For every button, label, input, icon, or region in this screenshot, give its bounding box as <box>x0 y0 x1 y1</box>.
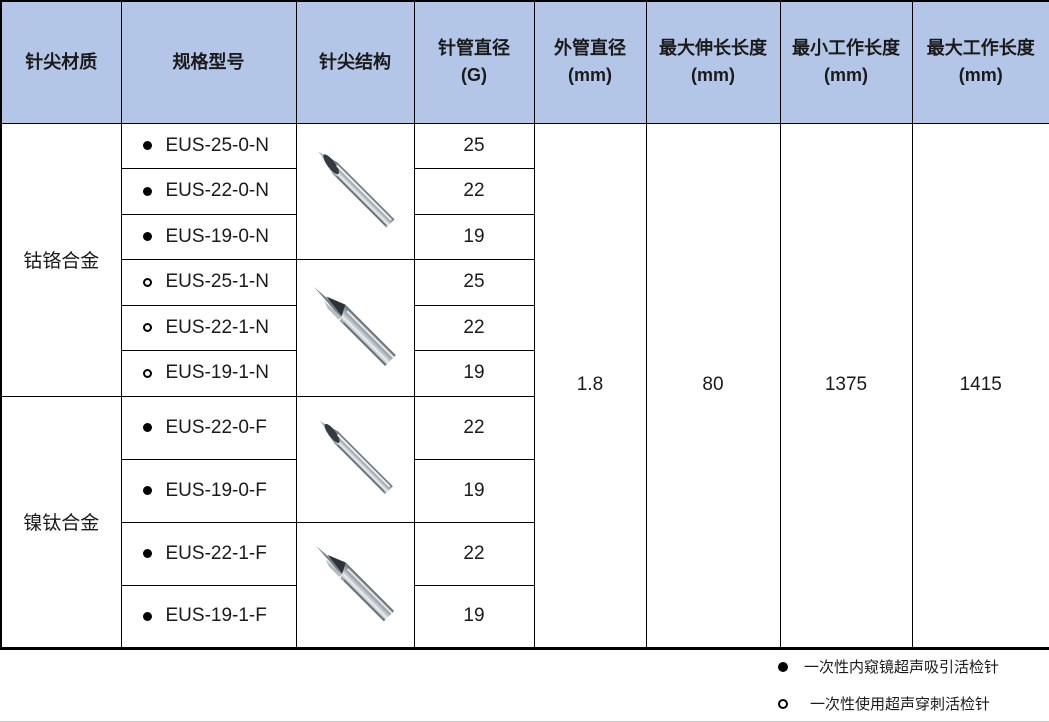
col-header-unit: (mm) <box>824 65 868 86</box>
col-header-title: 最大伸长长度 <box>659 38 767 59</box>
table-row: 钴铬合金 EUS-25-0-N <box>0 122 1049 649</box>
col-header-unit: (mm) <box>958 65 1003 86</box>
needle-structure-cell <box>295 259 415 397</box>
spec-table: 针尖材质 规格型号 针尖结构 针管直径 (G) 外管直径 (mm) 最大伸长长度 <box>0 0 1049 650</box>
col-header-title: 针尖结构 <box>319 51 391 72</box>
gauge-cell: 19 <box>413 350 535 397</box>
model-cell: EUS-19-1-N <box>120 350 297 397</box>
gauge-cell: 19 <box>413 213 535 260</box>
model-cell: EUS-22-0-F <box>120 395 297 460</box>
col-header-unit: (G) <box>461 65 487 86</box>
col-header-title: 外管直径 <box>554 38 626 59</box>
stylet-tip-needle-image <box>315 545 395 621</box>
model-label: EUS-22-0-N <box>165 180 269 202</box>
needle-structure-cell <box>295 521 415 649</box>
table-row: EUS-19-0-F 19 <box>1 458 1049 523</box>
table-body: 钴铬合金 EUS-25-0-N <box>0 122 1049 649</box>
col-header-tip-material: 针尖材质 <box>0 0 122 124</box>
needle-structure-cell <box>295 122 415 260</box>
gauge-cell: 22 <box>413 521 535 586</box>
legend-item-puncture-needle: 一次性使用超声穿刺活检针 <box>778 685 999 722</box>
filled-circle-icon <box>142 423 152 432</box>
model-label: EUS-22-1-F <box>165 542 267 564</box>
model-label: EUS-22-1-N <box>165 316 269 338</box>
table-row: 镍钛合金 EUS-22-0-F <box>0 395 1049 649</box>
gauge-cell: 19 <box>413 584 535 649</box>
model-cell: EUS-19-0-F <box>120 458 297 523</box>
col-header-title: 针管直径 <box>438 38 510 59</box>
filled-circle-icon <box>142 549 152 558</box>
model-label: EUS-19-1-F <box>165 605 267 626</box>
model-cell: EUS-25-0-N <box>120 122 297 169</box>
hollow-circle-icon <box>142 323 152 333</box>
model-cell: EUS-22-0-N <box>120 168 297 215</box>
table-row: EUS-25-1-N <box>1 259 1049 397</box>
material-cell-nickel-titanium: 镍钛合金 <box>0 395 122 649</box>
needle-structure-cell <box>295 395 415 523</box>
col-header-unit: (mm) <box>691 65 735 86</box>
table-header: 针尖材质 规格型号 针尖结构 针管直径 (G) 外管直径 (mm) 最大伸长长度 <box>0 0 1049 124</box>
filled-circle-icon <box>142 232 152 242</box>
bevel-tip-needle-image <box>318 151 395 228</box>
col-header-min-working-length: 最小工作长度 (mm) <box>779 0 913 124</box>
gauge-cell: 22 <box>413 395 535 460</box>
filled-circle-icon <box>142 486 152 495</box>
col-header-max-working-length: 最大工作长度 (mm) <box>911 0 1049 124</box>
table-row: EUS-22-1-N 22 <box>1 304 1049 351</box>
col-header-tip-structure: 针尖结构 <box>295 0 415 124</box>
model-cell: EUS-19-0-N <box>120 213 297 260</box>
gauge-cell: 22 <box>413 304 535 351</box>
legend-label: 一次性使用超声穿刺活检针 <box>810 696 991 713</box>
legend-label: 一次性内窥镜超声吸引活检针 <box>804 659 1000 676</box>
header-row: 针尖材质 规格型号 针尖结构 针管直径 (G) 外管直径 (mm) 最大伸长长度 <box>0 0 1049 124</box>
model-cell: EUS-22-1-N <box>120 304 297 351</box>
model-cell: EUS-22-1-F <box>120 521 297 586</box>
gauge-cell: 25 <box>413 259 535 306</box>
model-label: EUS-19-1-N <box>165 362 269 384</box>
filled-circle-icon <box>142 141 152 151</box>
model-label: EUS-19-0-N <box>165 225 269 247</box>
gauge-cell: 25 <box>413 122 535 169</box>
col-header-title: 最小工作长度 <box>792 38 900 59</box>
col-header-outer-diameter: 外管直径 (mm) <box>533 0 647 124</box>
filled-circle-icon <box>142 186 152 196</box>
col-header-model: 规格型号 <box>120 0 297 124</box>
bevel-tip-needle-image <box>319 420 393 495</box>
max-working-length-value-cell: 1415 <box>911 122 1049 649</box>
hollow-circle-icon <box>778 698 788 709</box>
legend: 一次性内窥镜超声吸引活检针 一次性使用超声穿刺活检针 <box>778 648 999 722</box>
table-row: EUS-22-0-N 22 <box>1 168 1049 215</box>
max-extension-value-cell: 80 <box>645 122 781 649</box>
col-header-title: 针尖材质 <box>25 51 98 72</box>
table-row: EUS-19-1-F 19 <box>1 584 1049 649</box>
outer-diameter-value-cell: 1.8 <box>533 122 647 649</box>
gauge-cell: 22 <box>413 168 535 215</box>
col-header-unit: (mm) <box>568 65 612 86</box>
col-header-title: 规格型号 <box>172 51 245 72</box>
model-cell: EUS-25-1-N <box>120 259 297 306</box>
hollow-circle-icon <box>142 277 152 287</box>
hollow-circle-icon <box>142 368 152 378</box>
stylet-tip-needle-image <box>314 286 396 366</box>
col-header-needle-diameter: 针管直径 (G) <box>413 0 535 124</box>
material-cell-cobalt-chromium: 钴铬合金 <box>0 122 122 397</box>
legend-item-aspiration-needle: 一次性内窥镜超声吸引活检针 <box>778 648 999 685</box>
filled-circle-icon <box>142 611 152 621</box>
filled-circle-icon <box>778 661 788 672</box>
model-label: EUS-22-0-F <box>165 416 267 438</box>
table-row: EUS-19-0-N 19 <box>1 213 1049 260</box>
model-label: EUS-25-0-N <box>165 134 269 156</box>
model-cell: EUS-19-1-F <box>120 584 297 649</box>
min-working-length-value-cell: 1375 <box>779 122 913 649</box>
model-label: EUS-19-0-F <box>165 479 267 501</box>
col-header-title: 最大工作长度 <box>926 38 1035 59</box>
col-header-max-extension: 最大伸长长度 (mm) <box>645 0 781 124</box>
model-label: EUS-25-1-N <box>165 271 269 293</box>
gauge-cell: 19 <box>413 458 535 523</box>
